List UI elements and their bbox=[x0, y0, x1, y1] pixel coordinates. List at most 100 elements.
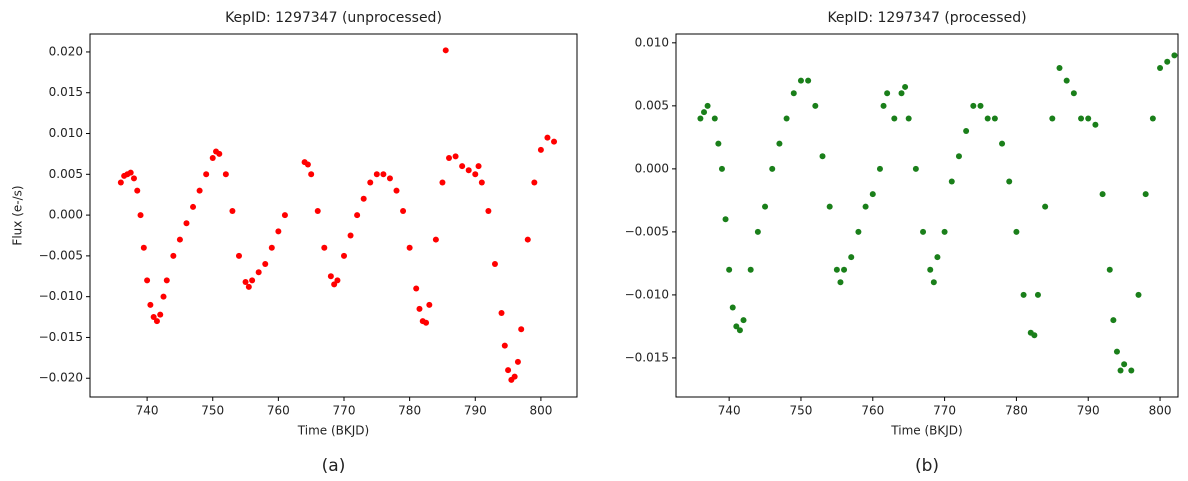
data-point bbox=[1106, 266, 1113, 273]
x-tick-label: 750 bbox=[201, 404, 224, 418]
data-point bbox=[386, 175, 393, 182]
data-point bbox=[701, 109, 708, 116]
data-point bbox=[393, 187, 400, 194]
data-point bbox=[380, 171, 387, 178]
data-point bbox=[754, 228, 761, 235]
data-point bbox=[531, 179, 538, 186]
data-point bbox=[733, 323, 740, 330]
data-point bbox=[281, 212, 288, 219]
data-point bbox=[537, 146, 544, 153]
data-point bbox=[930, 279, 937, 286]
data-point bbox=[999, 140, 1006, 147]
x-axis-label: Time (BKJD) bbox=[297, 424, 369, 438]
x-tick-label: 740 bbox=[718, 404, 741, 418]
data-point bbox=[797, 77, 804, 84]
data-point bbox=[848, 254, 855, 261]
data-point bbox=[876, 165, 883, 172]
y-tick-label: −0.010 bbox=[625, 287, 669, 301]
data-point bbox=[327, 273, 334, 280]
data-point bbox=[439, 179, 446, 186]
data-point bbox=[715, 140, 722, 147]
x-tick-label: 770 bbox=[933, 404, 956, 418]
data-point bbox=[249, 277, 256, 284]
data-point bbox=[176, 236, 183, 243]
data-point bbox=[711, 115, 718, 122]
data-point bbox=[783, 115, 790, 122]
data-point bbox=[1006, 178, 1013, 185]
data-point bbox=[826, 203, 833, 210]
data-point bbox=[423, 319, 430, 326]
data-point bbox=[902, 83, 909, 90]
x-axis-label: Time (BKJD) bbox=[890, 424, 962, 438]
data-point bbox=[736, 327, 743, 334]
data-point bbox=[183, 220, 190, 227]
data-point bbox=[416, 305, 423, 312]
data-point bbox=[970, 102, 977, 109]
data-point bbox=[331, 281, 338, 288]
data-point bbox=[367, 179, 374, 186]
data-point bbox=[991, 115, 998, 122]
data-point bbox=[1031, 332, 1038, 339]
y-tick-label: 0.005 bbox=[49, 167, 83, 181]
data-point bbox=[1092, 121, 1099, 128]
y-tick-label: −0.015 bbox=[39, 330, 83, 344]
data-point bbox=[729, 304, 736, 311]
data-point bbox=[544, 134, 551, 141]
data-point bbox=[747, 266, 754, 273]
data-point bbox=[498, 309, 505, 316]
data-point bbox=[841, 266, 848, 273]
y-tick-label: −0.005 bbox=[625, 224, 669, 238]
data-point bbox=[485, 208, 492, 215]
data-point bbox=[1171, 52, 1178, 59]
data-point bbox=[341, 252, 348, 259]
y-tick-label: 0.000 bbox=[49, 208, 83, 222]
data-point bbox=[432, 236, 439, 243]
y-tick-label: −0.010 bbox=[39, 289, 83, 303]
data-point bbox=[360, 195, 367, 202]
data-point bbox=[157, 311, 164, 318]
data-point bbox=[137, 212, 144, 219]
data-point bbox=[373, 171, 380, 178]
data-point bbox=[941, 228, 948, 235]
x-tick-label: 800 bbox=[1149, 404, 1172, 418]
x-tick-label: 740 bbox=[136, 404, 159, 418]
data-point bbox=[1121, 361, 1128, 368]
data-point bbox=[1078, 115, 1085, 122]
data-point bbox=[406, 244, 413, 251]
data-point bbox=[722, 216, 729, 223]
data-point bbox=[790, 90, 797, 97]
data-point bbox=[1164, 58, 1171, 65]
data-point bbox=[452, 153, 459, 160]
data-point bbox=[776, 140, 783, 147]
data-point bbox=[833, 266, 840, 273]
data-point bbox=[163, 277, 170, 284]
data-point bbox=[740, 317, 747, 324]
data-point bbox=[229, 208, 236, 215]
data-point bbox=[920, 228, 927, 235]
data-point bbox=[1063, 77, 1070, 84]
data-point bbox=[209, 154, 216, 161]
data-point bbox=[718, 165, 725, 172]
data-point bbox=[819, 153, 826, 160]
data-point bbox=[1117, 367, 1124, 374]
y-tick-label: 0.010 bbox=[635, 35, 669, 49]
data-point bbox=[255, 269, 262, 276]
data-point bbox=[524, 236, 531, 243]
x-tick-label: 800 bbox=[529, 404, 552, 418]
data-point bbox=[475, 163, 482, 170]
data-point bbox=[400, 208, 407, 215]
data-point bbox=[501, 342, 508, 349]
data-point bbox=[912, 165, 919, 172]
data-point bbox=[884, 90, 891, 97]
data-point bbox=[478, 179, 485, 186]
y-tick-label: 0.020 bbox=[49, 44, 83, 58]
data-point bbox=[697, 115, 704, 122]
data-point bbox=[170, 252, 177, 259]
data-point bbox=[726, 266, 733, 273]
data-point bbox=[1034, 291, 1041, 298]
chart-title: KepID: 1297347 (processed) bbox=[827, 10, 1026, 26]
data-point bbox=[1110, 317, 1117, 324]
plot-area bbox=[89, 33, 578, 398]
data-point bbox=[134, 187, 141, 194]
